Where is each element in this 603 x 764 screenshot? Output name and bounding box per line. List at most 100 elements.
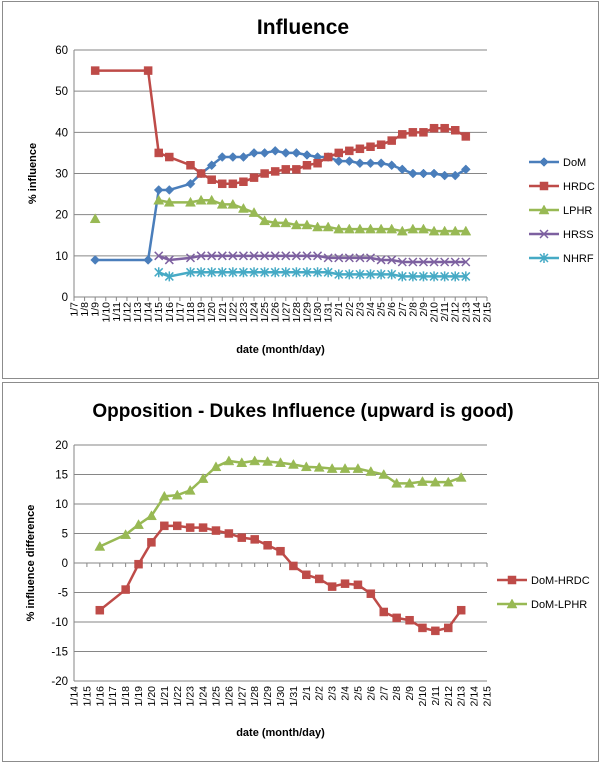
- data-point: [207, 267, 217, 278]
- x-tick-label: 2/1: [333, 302, 345, 317]
- data-point: [292, 165, 301, 174]
- data-point: [154, 251, 164, 261]
- data-point: [376, 140, 386, 149]
- y-tick-label: 10: [55, 499, 68, 511]
- x-tick-label: 1/21: [217, 302, 229, 323]
- data-point: [340, 579, 350, 588]
- y-tick-label: 10: [55, 251, 68, 263]
- y-tick-label: -15: [51, 647, 68, 659]
- legend-marker: [539, 253, 549, 263]
- data-point: [228, 179, 238, 189]
- x-tick-label: 1/20: [146, 686, 158, 707]
- data-point: [418, 223, 429, 234]
- data-point: [195, 194, 207, 205]
- data-point: [418, 271, 428, 282]
- legend-item-dom-lphr: DoM-LPHR: [497, 598, 587, 611]
- y-tick-label: 60: [55, 45, 68, 57]
- series-hrdc: [90, 66, 471, 189]
- legend-marker: [538, 204, 550, 215]
- x-tick-label: 1/10: [100, 302, 112, 323]
- data-point: [376, 269, 386, 280]
- x-tick-label: 2/10: [429, 302, 441, 323]
- x-tick-label: 2/15: [482, 302, 494, 323]
- data-point: [89, 213, 101, 224]
- data-point: [376, 158, 386, 169]
- data-point: [287, 458, 299, 469]
- data-point: [365, 158, 376, 169]
- data-point: [408, 271, 418, 282]
- x-tick-label: 2/9: [404, 686, 416, 701]
- data-point: [218, 179, 227, 189]
- data-point: [366, 142, 375, 151]
- data-point: [392, 613, 401, 623]
- data-point: [428, 225, 440, 236]
- legend-item-lphr: LPHR: [529, 204, 592, 217]
- data-point: [249, 148, 259, 158]
- data-point: [440, 271, 450, 282]
- data-point: [397, 164, 408, 175]
- data-point: [198, 523, 208, 532]
- x-tick-label: 1/22: [172, 686, 184, 707]
- data-point: [439, 225, 451, 236]
- data-point: [419, 128, 428, 137]
- data-point: [378, 468, 390, 479]
- x-tick-label: 1/20: [206, 302, 218, 323]
- x-axis-label: date (month/day): [236, 727, 325, 739]
- x-tick-label: 2/12: [443, 686, 455, 707]
- data-point: [333, 156, 344, 167]
- x-tick-label: 1/17: [107, 686, 119, 707]
- data-point: [450, 126, 460, 135]
- data-point: [355, 144, 365, 154]
- data-point: [165, 152, 174, 162]
- data-point: [333, 223, 345, 234]
- opposition-chart: Opposition - Dukes Influence (upward is …: [25, 401, 590, 739]
- data-point: [249, 173, 259, 182]
- data-point: [418, 168, 429, 179]
- data-point: [354, 223, 366, 234]
- x-tick-label: 1/29: [301, 302, 313, 323]
- data-point: [450, 170, 461, 181]
- data-point: [196, 169, 206, 178]
- data-point: [260, 251, 270, 261]
- data-point: [275, 457, 286, 467]
- data-point: [408, 168, 418, 179]
- series-nhrf: [154, 267, 471, 282]
- x-tick-label: 1/18: [185, 302, 197, 323]
- data-point: [302, 267, 312, 278]
- data-point: [154, 148, 163, 158]
- data-point: [444, 623, 453, 633]
- data-point: [224, 529, 234, 538]
- data-point: [270, 251, 280, 261]
- x-tick-label: 1/13: [132, 302, 144, 323]
- data-point: [439, 170, 450, 181]
- x-tick-label: 1/24: [198, 686, 210, 707]
- data-point: [164, 185, 175, 195]
- data-point: [94, 540, 106, 551]
- data-point: [216, 198, 228, 209]
- data-point: [408, 128, 418, 137]
- data-point: [334, 253, 344, 263]
- data-point: [154, 267, 164, 278]
- data-point: [248, 207, 260, 217]
- data-point: [429, 123, 439, 133]
- data-point: [185, 267, 196, 278]
- data-point: [217, 251, 227, 261]
- legend-marker: [539, 181, 549, 191]
- data-point: [429, 257, 439, 267]
- data-point: [146, 510, 157, 521]
- data-point: [456, 605, 466, 615]
- series-hrss: [154, 251, 471, 267]
- data-point: [228, 251, 238, 261]
- x-tick-label: 1/11: [111, 302, 123, 322]
- x-tick-label: 1/18: [120, 686, 132, 707]
- data-point: [431, 626, 440, 636]
- x-tick-label: 1/27: [280, 302, 292, 323]
- data-point: [90, 66, 100, 75]
- data-point: [164, 255, 174, 265]
- data-point: [322, 221, 334, 232]
- data-point: [365, 253, 376, 263]
- data-point: [227, 198, 239, 209]
- series-line: [99, 459, 462, 548]
- data-point: [239, 177, 248, 186]
- y-tick-label: 0: [62, 292, 68, 304]
